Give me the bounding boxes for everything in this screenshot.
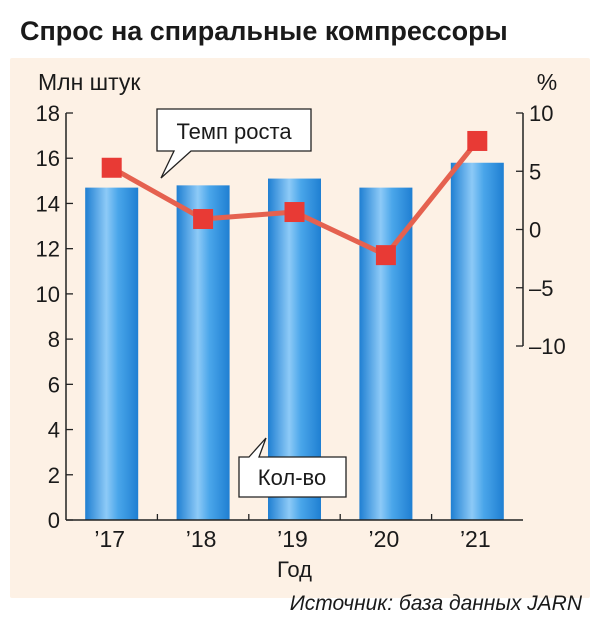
bar-1 bbox=[176, 185, 230, 520]
right-tick-label-3: –5 bbox=[529, 276, 553, 301]
left-tick-label-6: 12 bbox=[36, 237, 60, 262]
left-tick-label-0: 0 bbox=[48, 508, 60, 533]
right-tick-label-1: 5 bbox=[529, 159, 541, 184]
x-tick-label-4: ’21 bbox=[460, 526, 491, 552]
left-axis-title: Млн штук bbox=[38, 69, 141, 95]
chart-title: Спрос на спиральные компрессоры bbox=[20, 16, 508, 46]
left-tick-label-2: 4 bbox=[48, 418, 60, 443]
x-axis-title: Год bbox=[277, 557, 312, 582]
growth-marker-1 bbox=[193, 209, 214, 230]
left-tick-label-5: 10 bbox=[36, 282, 60, 307]
growth-marker-0 bbox=[101, 157, 122, 178]
x-tick-label-3: ’20 bbox=[369, 526, 400, 552]
x-tick-label-1: ’18 bbox=[186, 526, 217, 552]
callout-box-quantity bbox=[238, 437, 347, 498]
growth-marker-3 bbox=[375, 245, 396, 266]
x-tick-label-0: ’17 bbox=[94, 526, 125, 552]
right-axis-title: % bbox=[537, 69, 557, 95]
bar-4 bbox=[450, 162, 504, 520]
left-tick-label-1: 2 bbox=[48, 463, 60, 488]
growth-marker-2 bbox=[284, 202, 305, 223]
callout-box-growth bbox=[156, 108, 312, 179]
right-tick-label-2: 0 bbox=[529, 218, 541, 243]
right-tick-label-4: –10 bbox=[529, 334, 566, 359]
bar-0 bbox=[85, 187, 139, 520]
x-tick-label-2: ’19 bbox=[277, 526, 308, 552]
bar-3 bbox=[359, 187, 413, 520]
right-tick-label-0: 10 bbox=[529, 101, 553, 126]
growth-marker-4 bbox=[467, 130, 488, 151]
left-tick-label-3: 6 bbox=[48, 372, 60, 397]
left-tick-label-7: 14 bbox=[36, 191, 60, 216]
left-tick-label-8: 16 bbox=[36, 146, 60, 171]
callout-label-quantity: Кол-во bbox=[258, 465, 326, 490]
left-tick-label-9: 18 bbox=[36, 101, 60, 126]
left-tick-label-4: 8 bbox=[48, 327, 60, 352]
callout-label-growth: Темп роста bbox=[176, 119, 292, 144]
source-note: Источник: база данных JARN bbox=[289, 592, 582, 615]
